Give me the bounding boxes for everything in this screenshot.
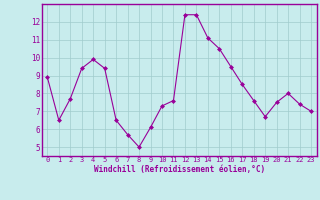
X-axis label: Windchill (Refroidissement éolien,°C): Windchill (Refroidissement éolien,°C) [94, 165, 265, 174]
